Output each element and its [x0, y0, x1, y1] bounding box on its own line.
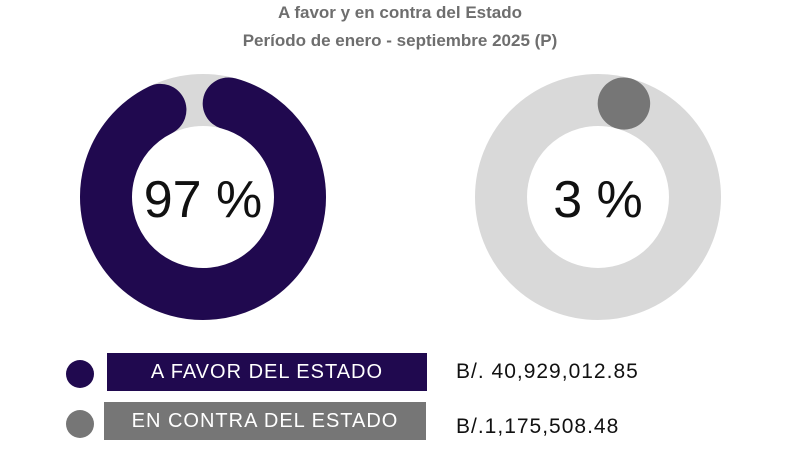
donut-arc-contra — [475, 74, 721, 320]
legend-amount-contra: B/.1,175,508.48 — [456, 415, 620, 438]
legend-dot-contra — [66, 410, 94, 438]
legend-label-contra: EN CONTRA DEL ESTADO — [104, 402, 426, 440]
donut-label-favor: 97 % — [144, 171, 263, 229]
chart-title: A favor y en contra del Estado — [277, 3, 523, 22]
donut-favor: 97 % — [80, 73, 326, 320]
legend-amount-favor: B/. 40,929,012.85 — [456, 360, 639, 383]
donut-charts: 97 % 3 % — [80, 73, 721, 320]
donut-arc-favor — [80, 73, 326, 320]
donut-contra: 3 % — [475, 74, 721, 320]
donut-label-contra: 3 % — [553, 171, 643, 229]
legend-dot-favor — [66, 360, 94, 388]
legend-label-favor: A FAVOR DEL ESTADO — [107, 353, 427, 391]
chart-subtitle: Período de enero - septiembre 2025 (P) — [242, 31, 558, 50]
